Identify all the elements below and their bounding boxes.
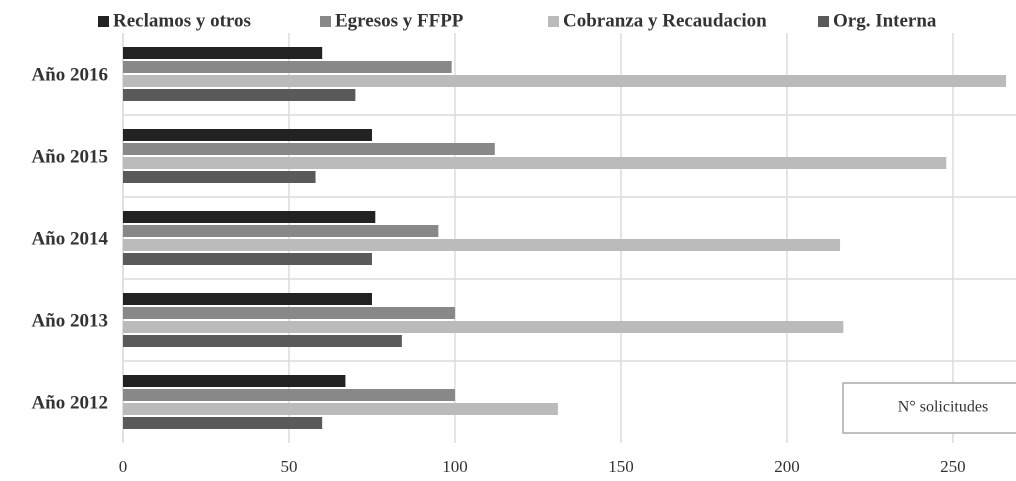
bar [123, 47, 323, 59]
y-tick-label: Año 2012 [31, 392, 108, 413]
y-tick-label: Año 2013 [31, 310, 108, 331]
x-tick-label: 150 [608, 457, 634, 476]
x-tick-label: 0 [119, 457, 128, 476]
legend-label: Reclamos y otros [113, 10, 251, 31]
bar [123, 321, 844, 333]
bar [123, 417, 323, 429]
bar [123, 129, 372, 141]
annotation-box [842, 382, 1016, 434]
legend-swatch [818, 16, 829, 27]
annotation: N° solicitudes [898, 399, 988, 416]
bar [123, 225, 439, 237]
bar [123, 75, 1007, 87]
bar [123, 253, 372, 265]
legend-label: Cobranza y Recaudacion [563, 10, 767, 31]
legend-swatch [320, 16, 331, 27]
legend-swatch [548, 16, 559, 27]
x-tick-label: 100 [442, 457, 468, 476]
legend-label: Org. Interna [833, 10, 937, 31]
legend-label: Egresos y FFPP [335, 10, 464, 31]
bar [123, 239, 841, 251]
bar [123, 157, 947, 169]
x-tick-label: 250 [940, 457, 966, 476]
x-tick-label: 50 [280, 457, 297, 476]
bar [123, 89, 356, 101]
bar [123, 403, 558, 415]
bar [123, 171, 316, 183]
bar [123, 389, 455, 401]
bar [123, 307, 455, 319]
bar [123, 335, 402, 347]
legend-swatch [98, 16, 109, 27]
y-tick-label: Año 2015 [31, 146, 108, 167]
bar [123, 293, 372, 305]
y-tick-label: Año 2016 [31, 64, 108, 85]
bar [123, 375, 346, 387]
bar [123, 61, 452, 73]
y-tick-label: Año 2014 [31, 228, 108, 249]
bar [123, 143, 495, 155]
x-tick-label: 200 [774, 457, 800, 476]
bar [123, 211, 376, 223]
